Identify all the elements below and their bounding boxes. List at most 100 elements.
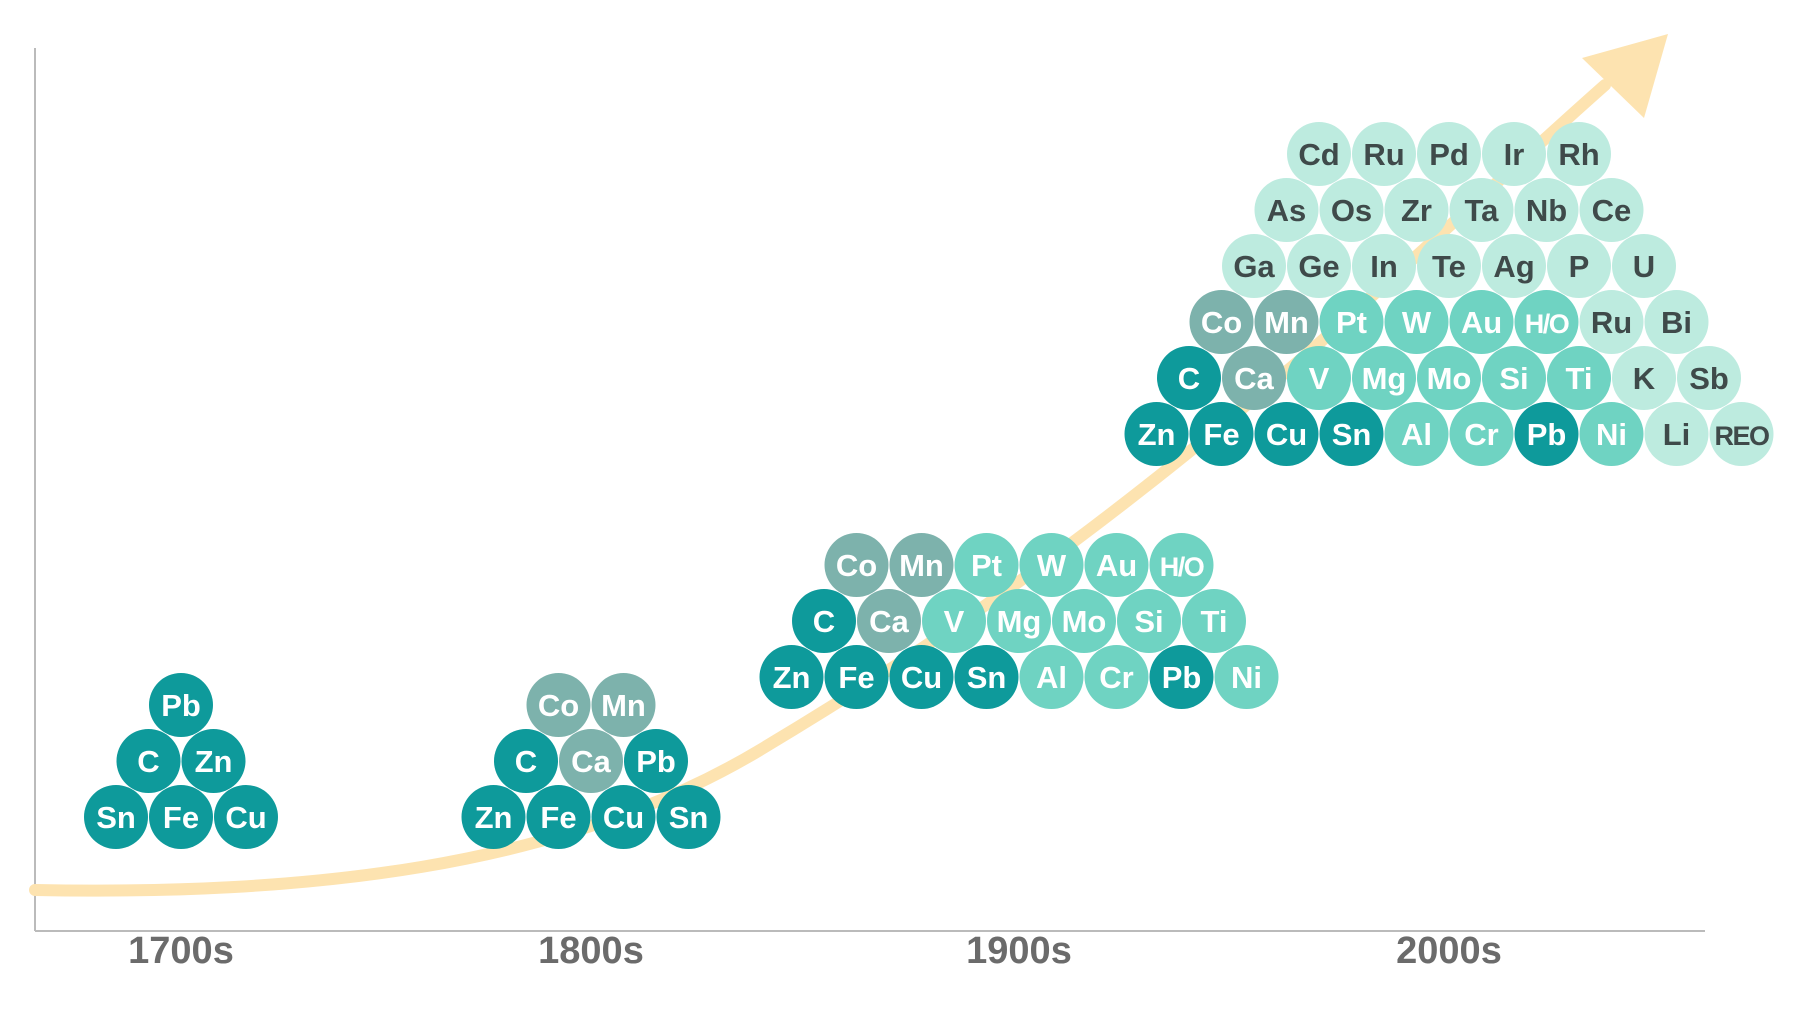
element-circle	[1019, 645, 1084, 709]
element-symbol: K	[1633, 361, 1656, 396]
element-circle	[1254, 290, 1319, 354]
element-symbol: Fe	[163, 800, 199, 835]
element-symbol: U	[1633, 249, 1655, 284]
element-circle	[1157, 346, 1221, 410]
element-symbol: Co	[836, 548, 877, 583]
element-circle	[1019, 533, 1084, 597]
element-symbol: Zn	[475, 800, 513, 835]
element-symbol: Ca	[571, 744, 611, 779]
element-symbol: Ta	[1465, 193, 1500, 228]
element-ball-w: W	[1019, 533, 1084, 597]
era-group-1900s: Co Mn Pt W Au H/O C Ca V Mg Mo Si Ti Zn Fe Cu Sn Al Cr Pb Ni…	[759, 533, 1279, 972]
element-ball-pb: Pb	[149, 673, 213, 737]
element-symbol: C	[515, 744, 537, 779]
element-ball-mn: Mn	[1254, 290, 1319, 354]
element-ball-cu: Cu	[214, 785, 278, 849]
element-ball-h-o: H/O	[1149, 533, 1214, 597]
element-circle	[591, 785, 656, 849]
element-symbol: Sn	[669, 800, 709, 835]
element-symbol: Mg	[1362, 361, 1407, 396]
element-symbol: Cr	[1464, 417, 1498, 452]
element-symbol: Cu	[603, 800, 644, 835]
element-symbol: Cr	[1099, 660, 1133, 695]
element-circle	[857, 589, 921, 653]
element-ball-fe: Fe	[1189, 402, 1254, 466]
element-ball-sn: Sn	[1319, 402, 1384, 466]
element-ball-pt: Pt	[954, 533, 1019, 597]
element-symbol: Bi	[1661, 305, 1692, 340]
element-ball-au: Au	[1084, 533, 1149, 597]
element-symbol: Cu	[225, 800, 266, 835]
element-circle	[1514, 402, 1579, 466]
element-ball-pt: Pt	[1319, 290, 1384, 354]
element-circle	[1084, 645, 1149, 709]
element-ball-v: V	[1287, 346, 1351, 410]
element-symbol: Ti	[1201, 604, 1228, 639]
element-symbol: Ge	[1298, 249, 1339, 284]
element-circle	[1149, 533, 1214, 597]
element-ball-cr: Cr	[1084, 645, 1149, 709]
element-ball-te: Te	[1417, 234, 1481, 298]
element-symbol: Zn	[195, 744, 233, 779]
element-circle	[1417, 122, 1481, 186]
element-circle	[1352, 346, 1416, 410]
element-circle	[1254, 178, 1319, 242]
element-circle	[889, 645, 954, 709]
element-symbol: Te	[1432, 249, 1466, 284]
element-circle	[1254, 402, 1319, 466]
element-ball-in: In	[1352, 234, 1416, 298]
element-ball-pb: Pb	[1514, 402, 1579, 466]
element-symbol: Au	[1461, 305, 1502, 340]
element-circle	[1579, 402, 1644, 466]
element-ball-nb: Nb	[1514, 178, 1579, 242]
element-circle	[624, 729, 688, 793]
element-circle	[1319, 402, 1384, 466]
era-group-1700s: PbC Zn Sn Fe Cu 1700s	[84, 673, 278, 972]
element-ball-reo: REO	[1709, 402, 1774, 466]
element-symbol: Si	[1134, 604, 1163, 639]
element-ball-ca: Ca	[857, 589, 921, 653]
element-circle	[1547, 234, 1611, 298]
element-symbol: Ca	[1234, 361, 1274, 396]
element-circle	[1514, 178, 1579, 242]
element-circle	[1482, 122, 1546, 186]
element-ball-bi: Bi	[1644, 290, 1709, 354]
element-ball-si: Si	[1117, 589, 1181, 653]
element-symbol: Sn	[1332, 417, 1372, 452]
element-ball-sb: Sb	[1677, 346, 1741, 410]
element-ball-mo: Mo	[1417, 346, 1481, 410]
element-ball-zn: Zn	[1124, 402, 1189, 466]
element-ball-fe: Fe	[824, 645, 889, 709]
element-circle	[1384, 402, 1449, 466]
element-symbol: Os	[1331, 193, 1372, 228]
element-circle	[1352, 122, 1416, 186]
element-ball-ca: Ca	[559, 729, 623, 793]
element-ball-cu: Cu	[591, 785, 656, 849]
element-circle	[84, 785, 148, 849]
element-symbol: Pb	[1162, 660, 1202, 695]
element-circle	[1612, 346, 1676, 410]
growth-arrow-head	[1582, 34, 1668, 118]
element-symbol: Co	[538, 688, 579, 723]
element-ball-c: C	[116, 729, 181, 793]
element-circle	[1384, 178, 1449, 242]
element-symbol: Ga	[1233, 249, 1275, 284]
element-ball-u: U	[1612, 234, 1676, 298]
element-ball-c: C	[494, 729, 558, 793]
element-symbol: V	[1309, 361, 1330, 396]
element-circle	[759, 645, 824, 709]
element-circle	[181, 729, 246, 793]
element-ball-fe: Fe	[526, 785, 591, 849]
element-circle	[1222, 346, 1286, 410]
element-ball-sn: Sn	[84, 785, 148, 849]
element-symbol: Pb	[636, 744, 676, 779]
element-ball-sn: Sn	[954, 645, 1019, 709]
era-label: 1700s	[128, 930, 234, 972]
element-circle	[1677, 346, 1741, 410]
element-ball-zn: Zn	[181, 729, 246, 793]
element-symbol: Mo	[1062, 604, 1107, 639]
element-circle	[494, 729, 558, 793]
element-ball-mn: Mn	[591, 673, 656, 737]
element-symbol: Al	[1401, 417, 1432, 452]
element-ball-as: As	[1254, 178, 1319, 242]
